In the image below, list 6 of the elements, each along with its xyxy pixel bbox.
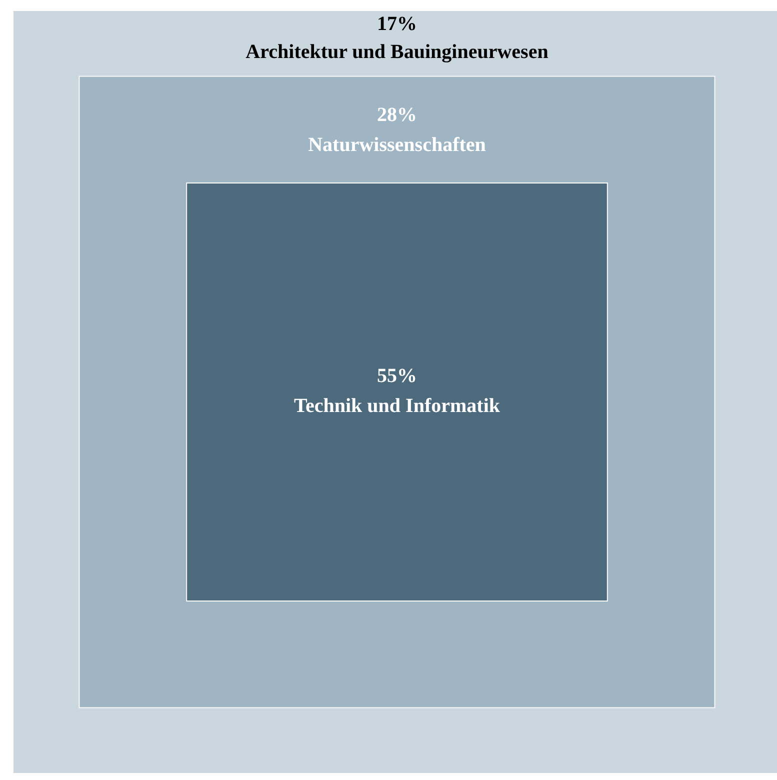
data-label: 17% xyxy=(377,13,417,36)
category-label: Architektur und Bauingineurwesen xyxy=(246,41,548,64)
data-label: 55% xyxy=(377,365,417,388)
category-label: Technik und Informatik xyxy=(294,395,501,418)
data-label: 28% xyxy=(377,104,417,126)
category-label: Naturwissenschaften xyxy=(308,134,486,156)
